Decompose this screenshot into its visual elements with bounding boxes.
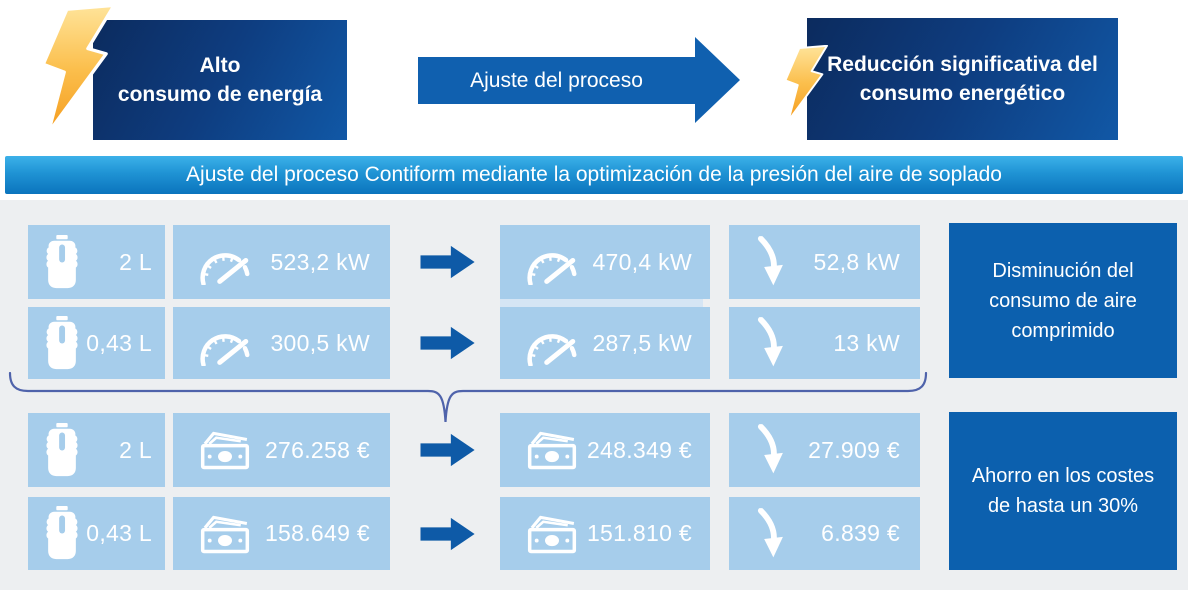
- result-line1: Reducción significativa del: [827, 52, 1098, 76]
- banknote-icon: [197, 428, 253, 472]
- brace-connector: [8, 372, 928, 423]
- power-after-value: 470,4 kW: [592, 248, 692, 275]
- power-saving-value: 13 kW: [833, 329, 900, 356]
- process-arrow-label: Ajuste del proceso: [470, 68, 643, 92]
- volume-value: 2 L: [119, 436, 152, 463]
- arrow-right-icon: [419, 431, 477, 469]
- power-saving-box: 13 kW: [729, 307, 920, 379]
- cost-before-box: 276.258 €: [173, 413, 390, 487]
- cost-saving-value: 27.909 €: [808, 436, 900, 463]
- power-after-box: 287,5 kW: [500, 307, 710, 379]
- volume-value: 0,43 L: [86, 329, 152, 356]
- cost-before-value: 276.258 €: [264, 436, 370, 463]
- result-box: Reducción significativa del consumo ener…: [807, 18, 1118, 140]
- cost-saving-box: 6.839 €: [729, 497, 920, 570]
- power-saving-box: 52,8 kW: [729, 225, 920, 299]
- cost-after-value: 151.810 €: [586, 520, 692, 546]
- power-saving-value: 52,8 kW: [813, 248, 900, 275]
- cost-before-value: 158.649 €: [264, 520, 370, 546]
- banknote-icon: [524, 512, 580, 556]
- problem-box: Alto consumo de energía: [93, 20, 347, 140]
- banknote-icon: [524, 428, 580, 472]
- cost-before-box: 158.649 €: [173, 497, 390, 570]
- cost-after-box: 151.810 €: [500, 497, 710, 570]
- bottle-icon: [43, 423, 81, 478]
- process-arrow-body: Ajuste del proceso: [418, 57, 695, 104]
- power-before-value: 523,2 kW: [270, 248, 370, 275]
- power-before-box: 523,2 kW: [173, 225, 390, 299]
- bottle-icon: [43, 235, 81, 290]
- gauge-icon: [524, 240, 582, 285]
- power-before-value: 300,5 kW: [270, 329, 370, 356]
- banknote-icon: [197, 512, 253, 556]
- bottle-size-box: 0,43 L: [28, 307, 165, 379]
- process-arrow-head: [695, 37, 740, 123]
- problem-line1: Alto: [199, 53, 241, 77]
- arrow-down-icon: [755, 507, 785, 561]
- gauge-icon: [524, 321, 582, 366]
- lightning-icon: [783, 45, 831, 122]
- arrow-right-icon: [419, 324, 477, 362]
- lightning-icon: [38, 4, 122, 135]
- arrow-right-icon: [419, 515, 477, 553]
- cost-savings-text: Ahorro en los costes de hasta un 30%: [971, 465, 1155, 517]
- gauge-icon: [197, 321, 255, 366]
- volume-value: 2 L: [119, 248, 152, 275]
- arrow-right-icon: [419, 243, 477, 281]
- bottle-size-box: 2 L: [28, 225, 165, 299]
- bottle-icon: [43, 506, 81, 561]
- bottle-size-box: 2 L: [28, 413, 165, 487]
- cost-savings-summary: Ahorro en los costes de hasta un 30%: [949, 412, 1177, 570]
- gauge-icon: [197, 240, 255, 285]
- problem-line2: consumo de energía: [117, 83, 323, 106]
- bottle-icon: [43, 316, 81, 371]
- banner-text: Ajuste del proceso Contiform mediante la…: [186, 163, 1002, 186]
- arrow-down-icon: [755, 423, 785, 477]
- process-arrow: Ajuste del proceso: [418, 37, 740, 124]
- volume-value: 0,43 L: [86, 520, 152, 546]
- result-line2: consumo energético: [859, 82, 1066, 105]
- cost-saving-value: 6.839 €: [821, 520, 900, 546]
- power-before-box: 300,5 kW: [173, 307, 390, 379]
- cost-after-box: 248.349 €: [500, 413, 710, 487]
- air-consumption-text: Disminución del consumo de aire comprimi…: [989, 259, 1137, 342]
- power-after-value: 287,5 kW: [592, 329, 692, 356]
- box-connector: [500, 298, 703, 308]
- cost-after-value: 248.349 €: [586, 436, 692, 463]
- arrow-down-icon: [755, 235, 785, 289]
- bottle-size-box: 0,43 L: [28, 497, 165, 570]
- air-consumption-summary: Disminución del consumo de aire comprimi…: [949, 223, 1177, 378]
- power-after-box: 470,4 kW: [500, 225, 710, 299]
- arrow-down-icon: [755, 316, 785, 370]
- cost-saving-box: 27.909 €: [729, 413, 920, 487]
- banner: Ajuste del proceso Contiform mediante la…: [5, 156, 1183, 194]
